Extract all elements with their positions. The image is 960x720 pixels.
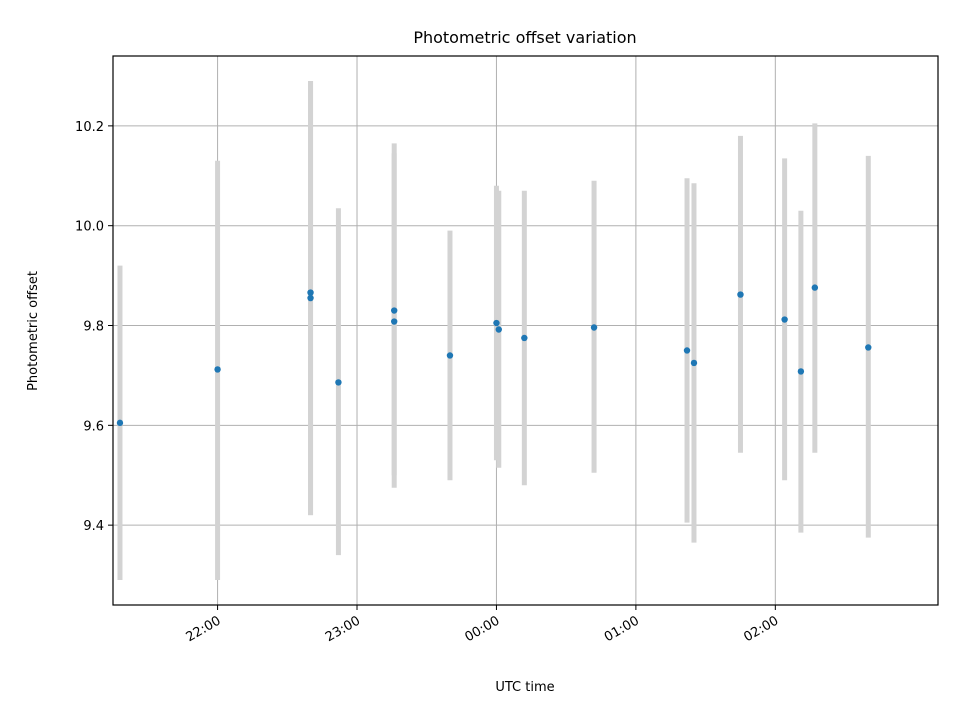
plot-frame xyxy=(112,55,939,606)
data-point xyxy=(690,359,698,367)
data-point xyxy=(335,379,342,386)
data-point xyxy=(446,352,454,359)
data-point xyxy=(493,319,500,327)
data-point xyxy=(590,324,598,331)
data-point xyxy=(865,344,872,351)
y-tick-label: 9.6 xyxy=(83,419,104,434)
data-point xyxy=(214,366,221,373)
y-axis-ticks: 9.4 9.6 9.8 10.0 10.2 xyxy=(75,120,113,534)
y-axis-label: Photometric offset xyxy=(26,271,41,391)
data-point xyxy=(521,334,528,342)
x-axis-label: UTC time xyxy=(495,680,554,695)
data-point xyxy=(307,294,314,302)
data-point xyxy=(390,318,398,325)
data-point xyxy=(307,289,314,296)
data-point xyxy=(811,284,819,291)
data-point xyxy=(683,347,691,354)
y-tick-label: 10.2 xyxy=(75,120,104,135)
data-points xyxy=(116,284,872,427)
y-tick-label: 10.0 xyxy=(75,220,104,235)
data-point xyxy=(116,419,124,427)
chart-title: Photometric offset variation xyxy=(413,28,636,47)
data-point xyxy=(797,368,805,375)
data-point xyxy=(390,307,398,314)
data-point xyxy=(495,326,502,333)
data-point xyxy=(737,291,744,298)
y-tick-label: 9.8 xyxy=(83,320,104,335)
y-tick-label: 9.4 xyxy=(83,519,104,534)
data-point xyxy=(781,316,788,323)
